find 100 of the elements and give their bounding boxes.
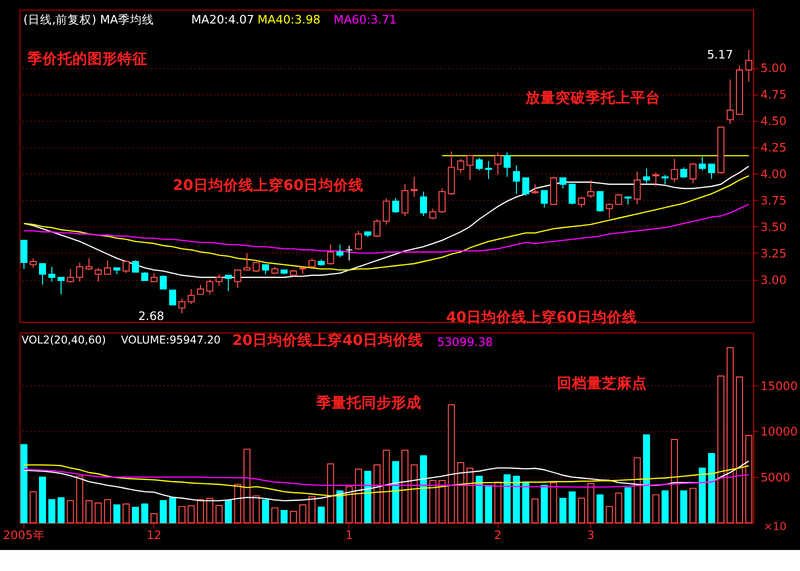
- annotation: 2.68: [138, 308, 164, 323]
- text: MA20:4.07: [191, 12, 254, 26]
- bar: [476, 476, 483, 524]
- candlestick: [457, 158, 464, 174]
- y-tick-label: 5.00: [760, 61, 787, 76]
- bar: [224, 500, 232, 524]
- bar: [216, 505, 223, 524]
- bar: [550, 482, 558, 524]
- text: MA60:3.71: [334, 12, 397, 26]
- bar: [494, 482, 502, 524]
- annotation: 季量托同步形成: [315, 394, 422, 412]
- candlestick: [708, 164, 716, 180]
- bar: [504, 474, 511, 524]
- bar: [448, 404, 455, 524]
- candlestick: [234, 269, 242, 288]
- annotation: 回档量芝麻点: [556, 374, 647, 392]
- candlestick: [39, 263, 46, 286]
- candlestick: [188, 288, 195, 304]
- candlestick: [512, 164, 520, 194]
- bar: [290, 510, 297, 524]
- bar: [615, 492, 622, 524]
- y-tick-label: 5000: [760, 470, 790, 484]
- x-tick-label: 1: [345, 528, 353, 542]
- bar: [578, 498, 585, 524]
- candlestick: [578, 196, 585, 208]
- candlestick: [670, 158, 678, 183]
- bar: [652, 494, 660, 524]
- candlestick: [48, 266, 56, 282]
- candlestick: [382, 198, 390, 225]
- bar: [698, 468, 706, 524]
- candlestick: [568, 184, 576, 205]
- text: 季价托的图形特征: [26, 50, 148, 68]
- bar: [141, 503, 148, 524]
- candlestick: [160, 274, 167, 290]
- bar: [354, 468, 362, 524]
- candlestick: [94, 267, 102, 282]
- y-tick-label: 10000: [760, 424, 798, 439]
- bar: [85, 500, 92, 524]
- bar: [271, 507, 278, 524]
- x-tick-label: 12: [146, 528, 162, 542]
- bar: [252, 495, 260, 524]
- candlestick: [410, 176, 418, 198]
- bar: [680, 490, 688, 524]
- candlestick: [30, 258, 37, 268]
- candlestick: [216, 274, 223, 286]
- bar: [662, 490, 669, 524]
- bar: [113, 504, 120, 524]
- y-tick-label: 4.25: [760, 140, 787, 155]
- candlestick: [596, 191, 604, 212]
- bar: [374, 464, 381, 524]
- candlestick: [85, 258, 92, 270]
- bar: [196, 499, 204, 524]
- candlestick: [476, 157, 483, 171]
- bar: [708, 452, 716, 524]
- bar: [58, 497, 65, 524]
- candlestick: [634, 171, 641, 205]
- bar: [457, 462, 464, 524]
- candlestick: [606, 202, 613, 219]
- candlestick: [680, 166, 688, 178]
- bar: [346, 486, 353, 524]
- candlestick: [392, 198, 400, 214]
- bar: [392, 461, 400, 524]
- candlestick: [327, 244, 334, 266]
- candlestick: [336, 244, 344, 258]
- candlestick: [122, 260, 130, 274]
- candlestick: [262, 264, 270, 275]
- candlestick: [485, 160, 492, 180]
- bar: [429, 480, 436, 524]
- candlestick: [196, 284, 204, 295]
- bar: [540, 484, 548, 524]
- bar: [122, 503, 130, 524]
- y-tick-label: 4.00: [760, 167, 787, 182]
- text: MA40:3.98: [258, 12, 320, 26]
- candlestick: [438, 188, 446, 214]
- candlestick: [76, 262, 84, 282]
- candlestick: [354, 230, 362, 250]
- bar: [606, 506, 613, 524]
- bar: [596, 494, 604, 524]
- bar: [39, 476, 46, 524]
- bar: [587, 482, 594, 524]
- candlestick: [698, 156, 706, 171]
- candlestick: [615, 193, 622, 205]
- bar: [104, 499, 112, 524]
- bar: [466, 468, 474, 524]
- x-tick-label: 2005年: [3, 528, 45, 542]
- candlestick: [532, 184, 539, 194]
- bar: [280, 510, 288, 524]
- bar: [512, 476, 520, 524]
- candlestick: [745, 49, 752, 82]
- bar: [48, 499, 56, 524]
- annotation: 20日均价线上穿40日均价线: [232, 331, 423, 350]
- x-tick-label: 2: [494, 528, 502, 542]
- candlestick: [652, 172, 660, 187]
- candlestick: [132, 260, 139, 273]
- candlestick: [559, 177, 566, 189]
- y-tick-label: 4.50: [760, 114, 787, 128]
- y-axis-title: ×10: [764, 520, 787, 534]
- candlestick: [726, 78, 734, 124]
- bar: [20, 444, 28, 524]
- bar: [559, 498, 566, 524]
